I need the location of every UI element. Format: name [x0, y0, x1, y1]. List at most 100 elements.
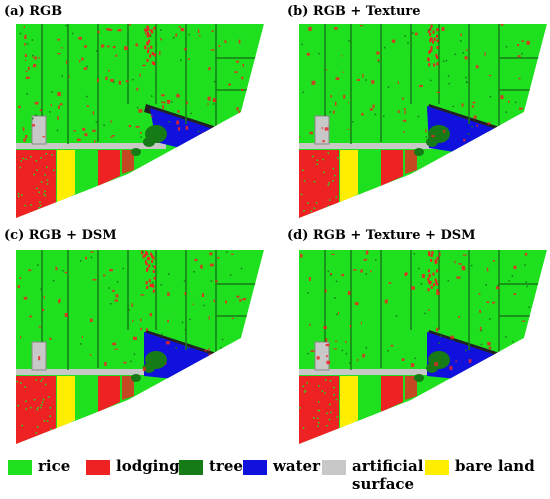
lodging-speckle	[436, 91, 441, 93]
lodging-speckle	[463, 139, 466, 142]
lodging-speckle	[429, 32, 432, 36]
lodging-speckle	[376, 51, 380, 55]
legend-swatch-rice	[8, 460, 32, 475]
lodging-speckle	[185, 126, 189, 130]
tree-speckle	[127, 304, 129, 306]
lodging-speckle	[432, 40, 434, 44]
tree-speckle	[505, 111, 507, 113]
lodging-parcel-small	[122, 376, 134, 400]
rice-speckle	[332, 168, 335, 170]
tree-speckle	[152, 282, 154, 284]
lodging-speckle	[109, 269, 113, 272]
tree-speckle	[411, 32, 414, 34]
legend-label-lodging: lodging	[116, 457, 180, 475]
tree-speckle	[528, 306, 530, 308]
lodging-speckle	[225, 300, 227, 304]
tree-speckle	[65, 24, 67, 27]
lodging-speckle	[349, 325, 352, 328]
lodging-speckle	[25, 76, 30, 79]
lodging-parcel-left	[16, 376, 56, 444]
tree-speckle	[524, 264, 526, 266]
tree-speckle	[383, 46, 386, 49]
lodging-speckle	[152, 289, 155, 293]
lodging-speckle	[186, 101, 188, 105]
lodging-speckle	[166, 99, 171, 102]
lodging-speckle	[436, 292, 440, 295]
tree-speckle	[31, 39, 34, 41]
rice-speckle	[49, 415, 51, 417]
tree-speckle	[244, 348, 247, 350]
tree-speckle	[225, 251, 228, 253]
lodging-speckle	[324, 289, 327, 293]
lodging-speckle	[64, 271, 67, 274]
rice-speckle	[44, 190, 46, 192]
lodging-speckle	[165, 341, 170, 345]
rice-speckle	[328, 208, 330, 210]
tree-speckle	[157, 126, 159, 128]
tree-speckle	[452, 105, 454, 108]
lodging-speckle	[436, 269, 439, 273]
tree-cluster-small	[426, 137, 438, 147]
rice-speckle	[317, 409, 320, 412]
tree-speckle	[52, 279, 55, 282]
lodging-speckle	[151, 51, 154, 55]
lodging-speckle	[361, 112, 364, 116]
lodging-speckle	[430, 24, 433, 28]
lodging-speckle	[224, 40, 227, 43]
tree-speckle	[404, 35, 406, 37]
rice-parcel-small	[76, 150, 96, 196]
lodging-speckle	[147, 32, 150, 35]
tree-speckle	[471, 126, 473, 128]
lodging-speckle	[479, 326, 482, 331]
lodging-speckle	[94, 139, 96, 143]
lodging-speckle	[431, 135, 435, 138]
lodging-speckle	[435, 260, 438, 264]
lodging-speckle	[330, 95, 332, 98]
bare-land-parcel	[57, 376, 75, 430]
rice-speckle	[336, 211, 339, 213]
lodging-speckle	[140, 294, 145, 296]
lodging-speckle	[59, 103, 63, 106]
rice-speckle	[17, 195, 20, 198]
lodging-speckle	[146, 252, 149, 256]
lodging-speckle	[153, 276, 156, 280]
lodging-speckle	[460, 33, 462, 37]
tree-speckle	[171, 101, 173, 103]
rice-speckle	[30, 204, 32, 206]
tree-speckle	[438, 260, 440, 262]
lodging-speckle	[220, 132, 222, 135]
artificial-building	[31, 341, 47, 371]
lodging-speckle	[146, 42, 149, 46]
lodging-speckle	[363, 258, 368, 261]
lodging-speckle	[360, 269, 363, 273]
classification-map-c	[16, 250, 264, 444]
lodging-speckle	[148, 279, 151, 283]
lodging-speckle	[149, 54, 152, 58]
lodging-speckle	[436, 46, 439, 49]
lodging-speckle	[139, 73, 141, 77]
lodging-speckle	[241, 76, 244, 80]
lodging-speckle	[73, 130, 76, 132]
lodging-speckle	[209, 263, 214, 267]
lodging-speckle	[225, 121, 227, 126]
lodging-speckle	[161, 94, 165, 97]
lodging-speckle	[33, 64, 37, 68]
lodging-speckle	[142, 255, 145, 259]
rice-speckle	[24, 386, 27, 388]
lodging-speckle	[19, 277, 22, 279]
lodging-speckle	[443, 129, 446, 133]
lodging-speckle	[101, 44, 105, 48]
lodging-speckle	[20, 336, 22, 339]
lodging-speckle	[198, 35, 201, 37]
tree-speckle	[462, 52, 464, 54]
lodging-speckle	[430, 46, 433, 50]
tree-speckle	[365, 347, 368, 349]
lodging-speckle	[496, 286, 500, 290]
lodging-speckle	[118, 80, 122, 85]
rice-speckle	[40, 437, 43, 440]
lodging-speckle	[421, 274, 425, 278]
lodging-speckle	[201, 293, 204, 297]
rice-speckle	[44, 174, 46, 176]
lodging-speckle	[335, 77, 340, 80]
rice-speckle	[35, 432, 38, 434]
